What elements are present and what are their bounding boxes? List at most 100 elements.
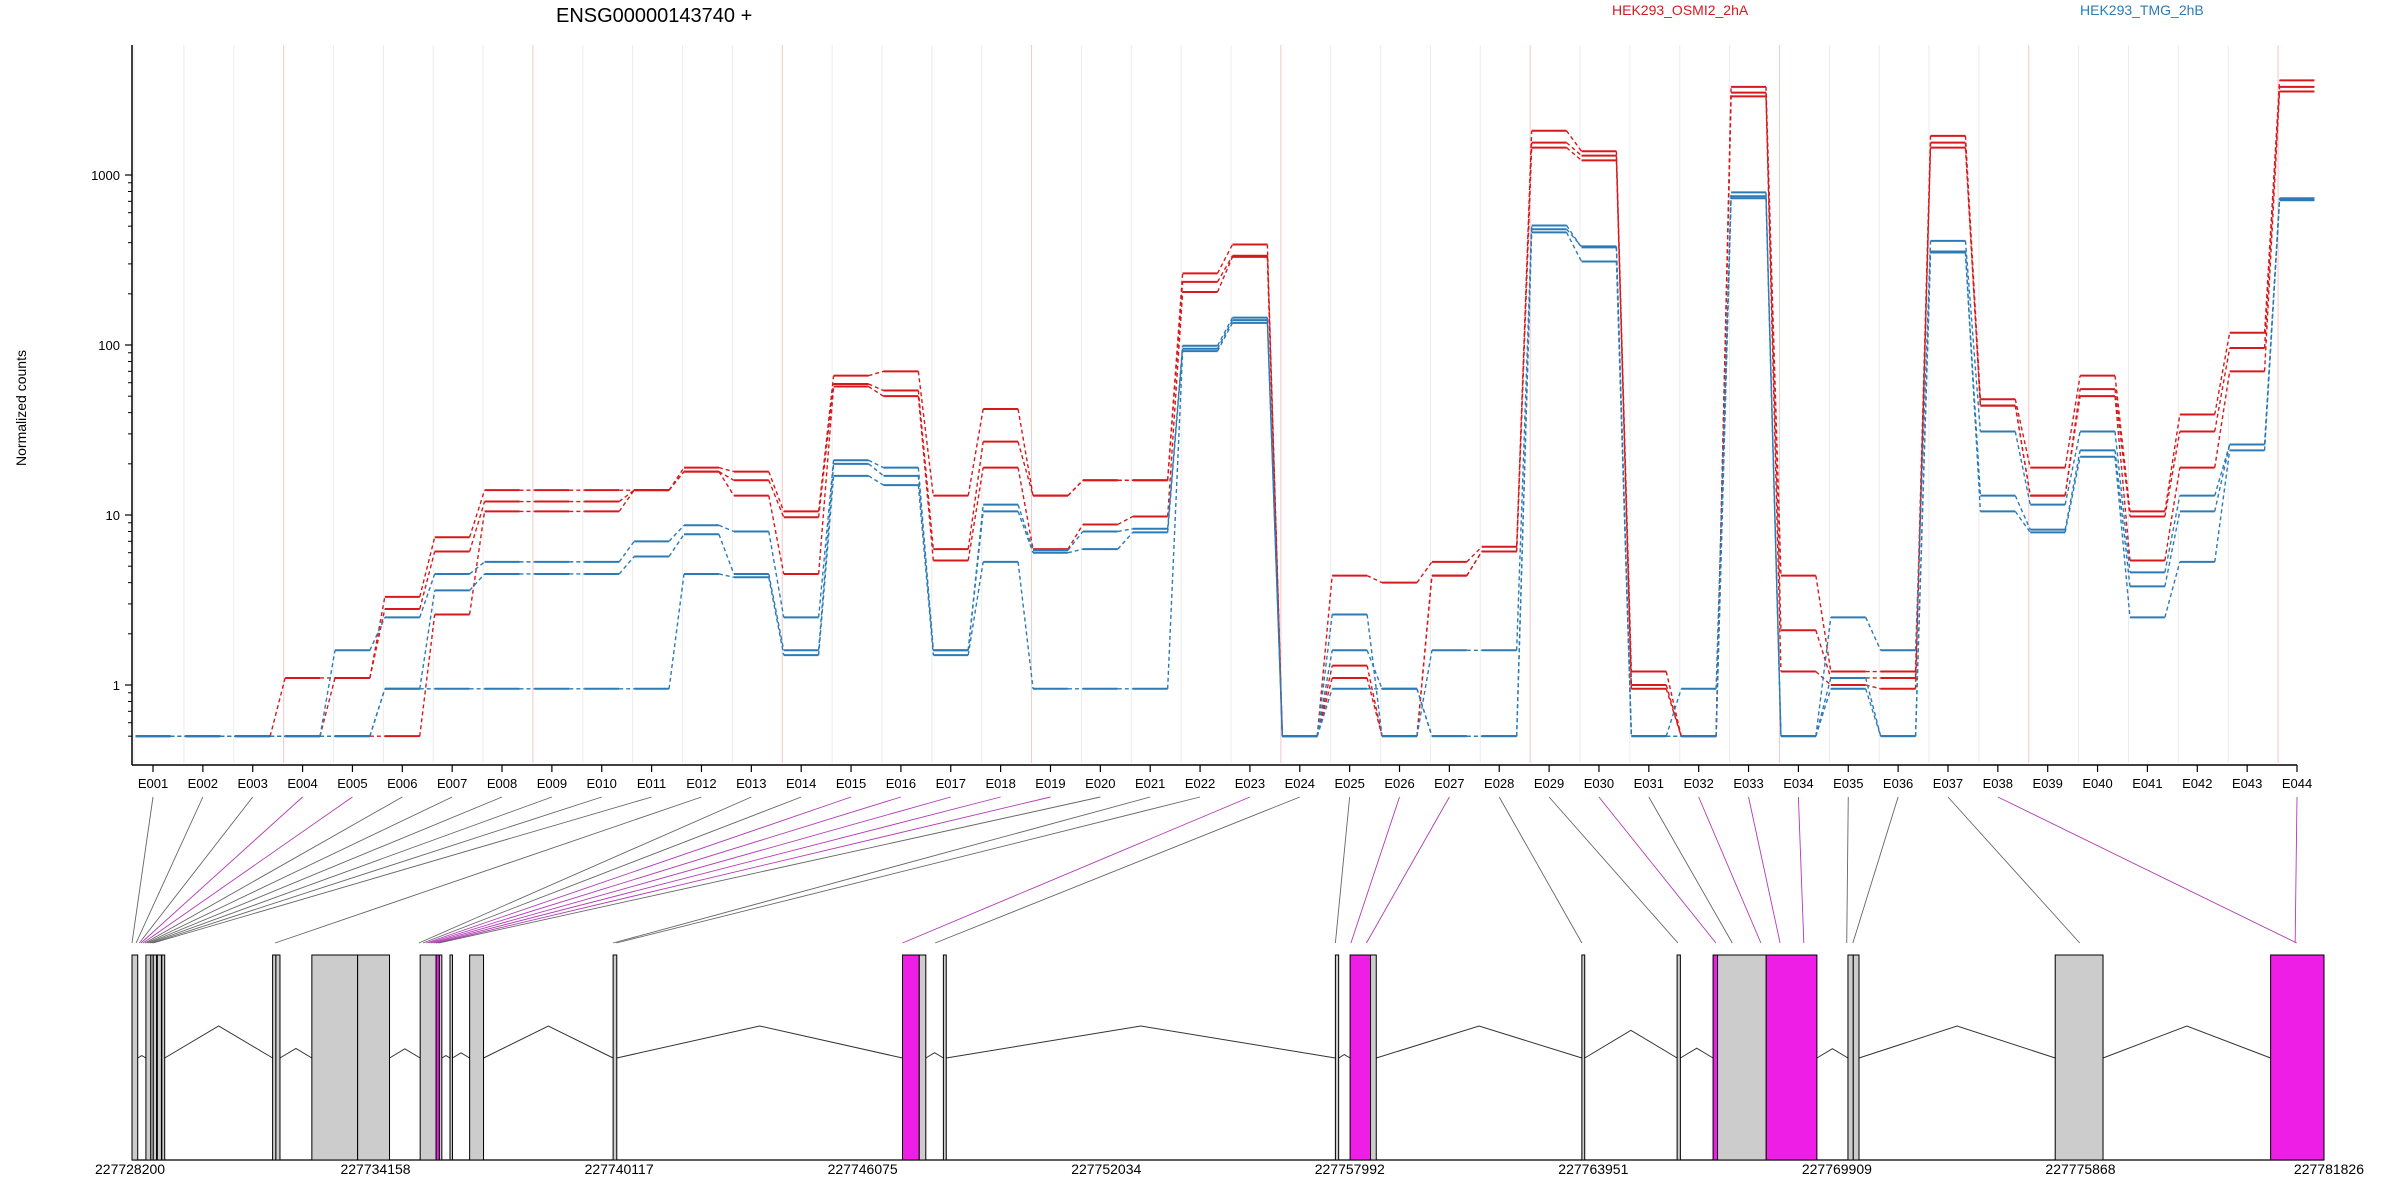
series-connector xyxy=(719,525,734,531)
exon-box xyxy=(1853,955,1859,1160)
x-tick-label-E027: E027 xyxy=(1434,776,1464,791)
series-connector xyxy=(470,502,485,552)
intron-line xyxy=(1817,1049,1848,1058)
series-connector xyxy=(719,574,734,577)
x-tick-label-E038: E038 xyxy=(1983,776,2013,791)
exon-link-E029 xyxy=(1549,797,1678,943)
x-tick-label-E026: E026 xyxy=(1384,776,1414,791)
highlighted-exon-box xyxy=(1350,955,1370,1160)
series-connector xyxy=(1417,562,1432,583)
series-connector xyxy=(1068,524,1083,549)
series-connector xyxy=(1816,689,1831,736)
coord-label-227781826: 227781826 xyxy=(2294,1161,2364,1177)
exon-link-E035 xyxy=(1847,797,1849,943)
x-tick-label-E042: E042 xyxy=(2182,776,2212,791)
series-connector xyxy=(320,650,335,736)
series-connector xyxy=(370,689,385,736)
series-connector xyxy=(470,574,485,590)
exon-link-E028 xyxy=(1499,797,1582,943)
series-connector xyxy=(1218,323,1233,351)
axes xyxy=(132,45,2297,765)
series-connector xyxy=(1317,576,1332,737)
series-connector xyxy=(719,534,734,574)
series-connector xyxy=(320,678,335,736)
x-tick-label-E001: E001 xyxy=(138,776,168,791)
x-tick-label-E039: E039 xyxy=(2033,776,2063,791)
series-connector xyxy=(719,472,734,481)
series-connector xyxy=(2065,376,2080,468)
exon-link-E010 xyxy=(152,797,602,943)
exon-box xyxy=(470,955,484,1160)
coord-label-227728200: 227728200 xyxy=(95,1161,165,1177)
series-connector xyxy=(1567,131,1582,151)
exon-box xyxy=(613,955,617,1160)
series-connector xyxy=(1118,516,1133,524)
highlighted-exon-box xyxy=(1766,955,1817,1160)
series-connector xyxy=(1118,532,1133,549)
intron-line xyxy=(1339,1055,1350,1058)
exon-box xyxy=(157,955,161,1160)
x-tick-label-E021: E021 xyxy=(1135,776,1165,791)
exon-box xyxy=(132,955,138,1160)
series-connector xyxy=(1866,617,1881,650)
x-tick-label-E017: E017 xyxy=(936,776,966,791)
exon-box xyxy=(943,955,946,1160)
x-tick-label-E044: E044 xyxy=(2282,776,2312,791)
coord-label-227740117: 227740117 xyxy=(585,1161,654,1177)
series-connector xyxy=(2015,496,2030,530)
series-connector xyxy=(1816,617,1831,736)
exon-box xyxy=(312,955,358,1160)
exon-link-E023 xyxy=(903,797,1250,943)
intron-line xyxy=(1376,1026,1582,1058)
exon-box xyxy=(450,955,452,1160)
series-osmi2-3 xyxy=(136,91,2315,736)
x-axis-ticks: E001 E002 E003 E004 E005 E006 E007 E008 E009 E010… xyxy=(138,765,2312,791)
series-connector xyxy=(270,678,285,736)
series-connector xyxy=(2115,376,2130,512)
x-tick-label-E030: E030 xyxy=(1584,776,1614,791)
series-connector xyxy=(1218,257,1233,292)
exon-link-E020 xyxy=(439,797,1101,943)
exon-link-E009 xyxy=(150,797,552,943)
x-tick-label-E012: E012 xyxy=(686,776,716,791)
chart-title: ENSG00000143740 + xyxy=(556,5,752,27)
series-connector xyxy=(719,468,734,472)
exon-link-E004 xyxy=(141,797,303,943)
series-connector xyxy=(1218,318,1233,346)
x-tick-label-E041: E041 xyxy=(2132,776,2162,791)
series-connector xyxy=(918,390,933,549)
exon-box xyxy=(1335,955,1338,1160)
x-tick-label-E010: E010 xyxy=(587,776,617,791)
series-connector xyxy=(669,472,684,491)
x-tick-label-E006: E006 xyxy=(387,776,417,791)
series-connector xyxy=(669,534,684,556)
series-connector xyxy=(1716,198,1731,736)
coord-label-227734158: 227734158 xyxy=(340,1161,410,1177)
series-connector xyxy=(1816,576,1831,672)
exon-link-E001 xyxy=(132,797,153,943)
series-tmg-4 xyxy=(136,192,2315,736)
series-connector xyxy=(868,476,883,485)
series-connector xyxy=(2115,450,2130,586)
exon-box xyxy=(1677,955,1680,1160)
exon-box xyxy=(1582,955,1585,1160)
series-connector xyxy=(2165,431,2180,516)
series-connector xyxy=(1766,198,1781,736)
intron-line xyxy=(452,1053,469,1058)
intron-line xyxy=(280,1048,312,1058)
coord-label-227775868: 227775868 xyxy=(2045,1161,2115,1177)
series-osmi2-1 xyxy=(136,80,2315,736)
exon-link-E034 xyxy=(1798,797,1803,943)
highlighted-exon-box xyxy=(2271,955,2324,1160)
series-connector xyxy=(1068,549,1083,553)
exon-link-E003 xyxy=(139,797,252,943)
series-tmg-6 xyxy=(136,198,2315,736)
series-connector xyxy=(1517,232,1532,736)
x-tick-label-E014: E014 xyxy=(786,776,816,791)
series-connector xyxy=(2215,444,2230,511)
series-connector xyxy=(420,614,435,736)
series-connector xyxy=(2165,562,2180,617)
series-connector xyxy=(868,464,883,476)
y-tick-label-100: 100 xyxy=(98,338,120,353)
series-connector xyxy=(1367,650,1382,688)
